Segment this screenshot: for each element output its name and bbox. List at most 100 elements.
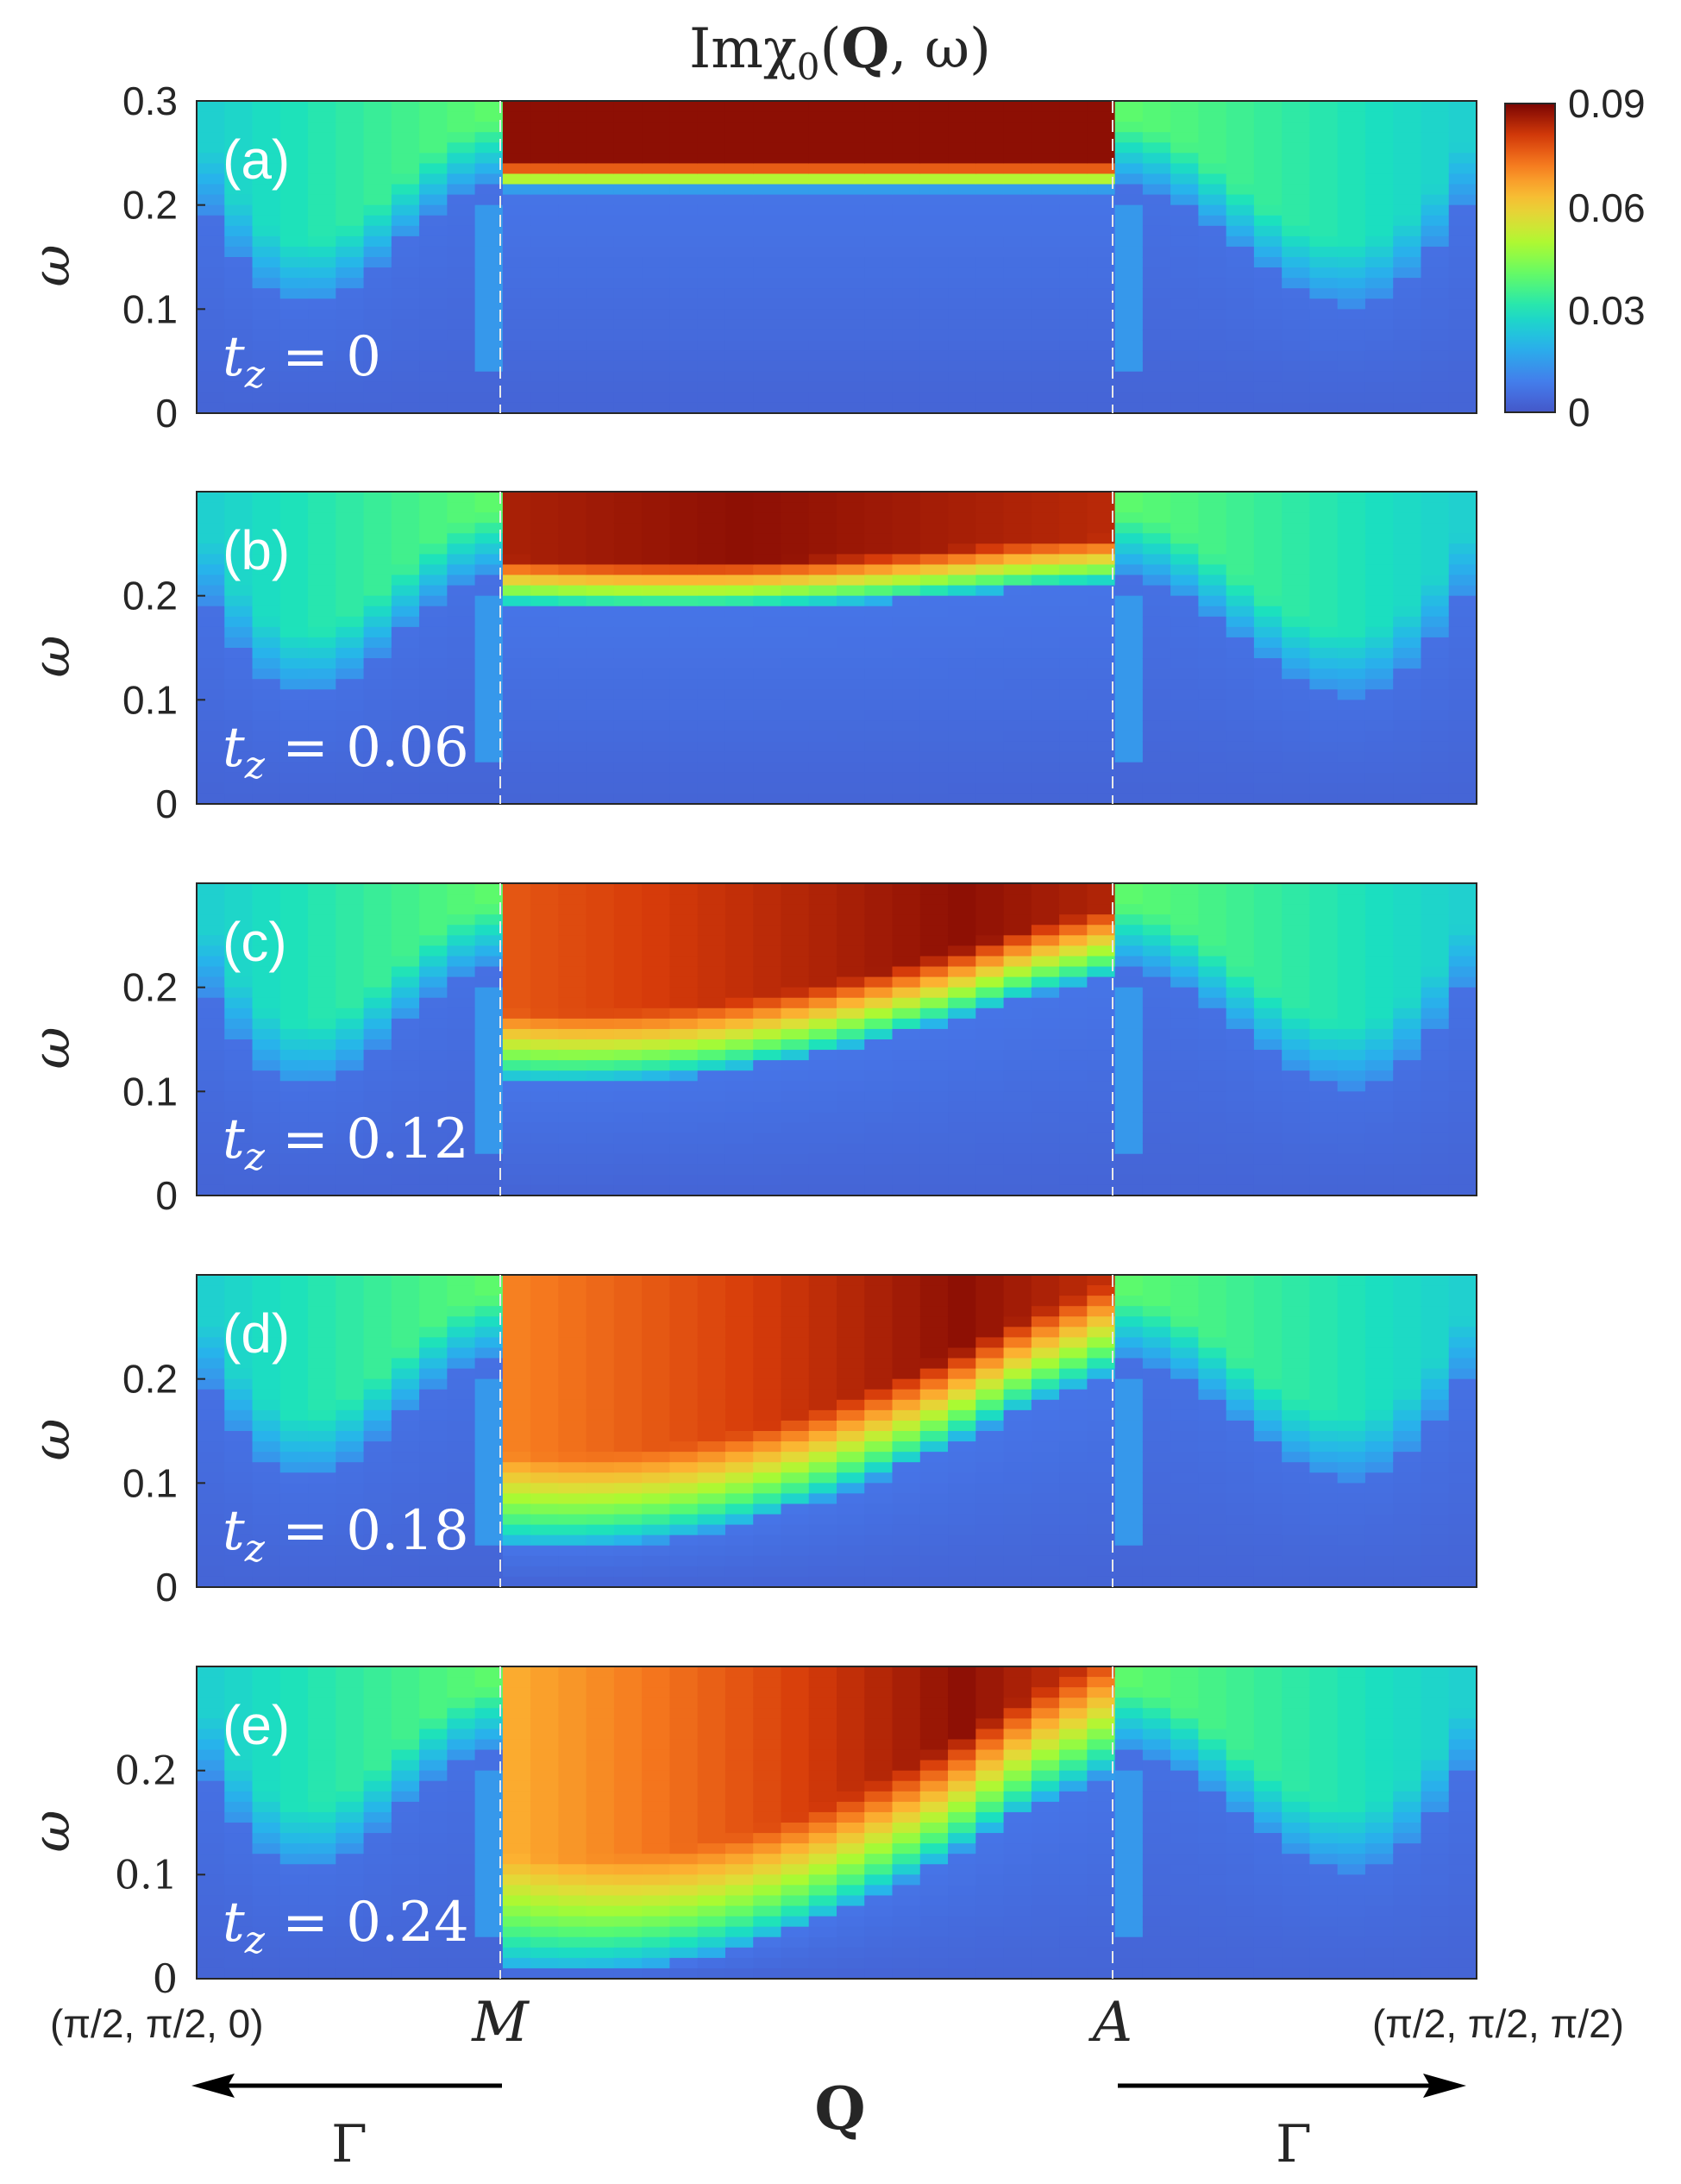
heatmap-cell	[975, 585, 1005, 597]
heatmap-cell	[1003, 512, 1032, 524]
heatmap-cell	[1337, 585, 1366, 597]
heatmap-cell	[864, 1347, 894, 1359]
heatmap-cell	[363, 402, 392, 414]
heatmap-cell	[1226, 976, 1255, 988]
heatmap-cell	[502, 1174, 531, 1186]
heatmap-cell	[1003, 340, 1032, 352]
heatmap-cell	[613, 1285, 643, 1296]
heatmap-cell	[864, 1164, 894, 1176]
heatmap-cell	[391, 1483, 420, 1494]
heatmap-cell	[948, 361, 976, 373]
heatmap-cell	[1170, 637, 1199, 649]
heatmap-cell	[1198, 543, 1227, 555]
heatmap-cell	[1031, 606, 1060, 618]
heatmap-cell	[1087, 976, 1116, 988]
heatmap-cell	[1448, 945, 1477, 957]
heatmap-cell	[697, 554, 726, 566]
heatmap-cell	[558, 782, 587, 794]
heatmap-cell	[697, 173, 726, 185]
heatmap-cell	[948, 184, 976, 196]
heatmap-cell	[1226, 215, 1255, 227]
heatmap-cell	[864, 1050, 894, 1061]
heatmap-cell	[1282, 122, 1311, 133]
heatmap-cell	[975, 163, 1005, 175]
heatmap-cell	[642, 966, 671, 978]
heatmap-cell	[308, 1060, 336, 1071]
heatmap-cell	[781, 679, 810, 690]
heatmap-cell	[1031, 987, 1060, 999]
heatmap-cell	[1393, 710, 1422, 722]
heatmap-cell	[1364, 574, 1394, 587]
heatmap-cell	[1282, 492, 1311, 503]
heatmap-cell	[474, 1081, 504, 1092]
heatmap-cell	[1448, 668, 1477, 680]
heatmap-cell	[1309, 1174, 1339, 1186]
heatmap-cell	[419, 595, 448, 607]
heatmap-cell	[808, 288, 837, 299]
heatmap-cell	[1059, 987, 1088, 999]
heatmap-cell	[1087, 997, 1116, 1009]
heatmap-cell	[336, 1039, 365, 1051]
heatmap-cell	[724, 1285, 754, 1296]
heatmap-cell	[1253, 502, 1283, 513]
heatmap-cell	[586, 132, 615, 143]
heatmap-cell	[808, 492, 837, 503]
heatmap-cell	[1170, 1028, 1199, 1040]
heatmap-cell	[224, 523, 254, 534]
heatmap-cell	[1170, 1143, 1199, 1155]
heatmap-cell	[1114, 595, 1144, 607]
heatmap-cell	[391, 329, 420, 342]
heatmap-cell	[336, 329, 365, 342]
heatmap-cell	[1198, 340, 1227, 352]
heatmap-cell	[1337, 350, 1366, 362]
heatmap-cell	[558, 976, 587, 988]
heatmap-cell	[1226, 689, 1255, 700]
heatmap-cell	[613, 1028, 643, 1040]
heatmap-cell	[1448, 914, 1477, 926]
heatmap-cell	[1031, 298, 1060, 310]
heatmap-cell	[1309, 502, 1339, 513]
heatmap-cell	[447, 1389, 476, 1401]
heatmap-cell	[252, 278, 281, 289]
heatmap-cell	[1031, 564, 1060, 576]
heatmap-cell	[502, 523, 531, 534]
heatmap-cell	[502, 741, 531, 753]
heatmap-cell	[1448, 966, 1477, 978]
heatmap-cell	[474, 574, 504, 587]
heatmap-cell	[724, 772, 754, 784]
heatmap-cell	[530, 668, 559, 680]
heatmap-cell	[864, 1060, 894, 1071]
heatmap-cell	[502, 1050, 531, 1061]
heatmap-cell	[502, 288, 531, 299]
heatmap-cell	[669, 278, 699, 289]
heatmap-cell	[363, 340, 392, 352]
heatmap-cell	[1087, 772, 1116, 784]
heatmap-cell	[1253, 533, 1283, 544]
heatmap-cell	[1364, 361, 1394, 373]
heatmap-cell	[697, 1337, 726, 1349]
heatmap-cell	[975, 710, 1005, 722]
heatmap-cell	[558, 1153, 587, 1165]
heatmap-cell	[197, 132, 225, 143]
heatmap-cell	[474, 554, 504, 566]
heatmap-cell	[391, 925, 420, 936]
heatmap-cell	[530, 1483, 559, 1494]
heatmap-cell	[197, 173, 225, 185]
heatmap-cell	[363, 1327, 392, 1338]
heatmap-cell	[336, 1347, 365, 1359]
heatmap-cell	[1309, 533, 1339, 544]
heatmap-cell	[197, 1576, 225, 1588]
heatmap-cell	[558, 1028, 587, 1040]
heatmap-cell	[919, 142, 949, 154]
heatmap-cell	[781, 689, 810, 700]
heatmap-cell	[279, 1133, 309, 1145]
heatmap-cell	[1364, 1174, 1394, 1186]
heatmap-cell	[308, 101, 336, 112]
heatmap-cell	[419, 1060, 448, 1071]
heatmap-cell	[419, 637, 448, 649]
heatmap-cell	[447, 1050, 476, 1061]
heatmap-cell	[1198, 883, 1227, 894]
heatmap-cell	[558, 1483, 587, 1494]
heatmap-cell	[613, 361, 643, 373]
heatmap-cell	[948, 700, 976, 711]
